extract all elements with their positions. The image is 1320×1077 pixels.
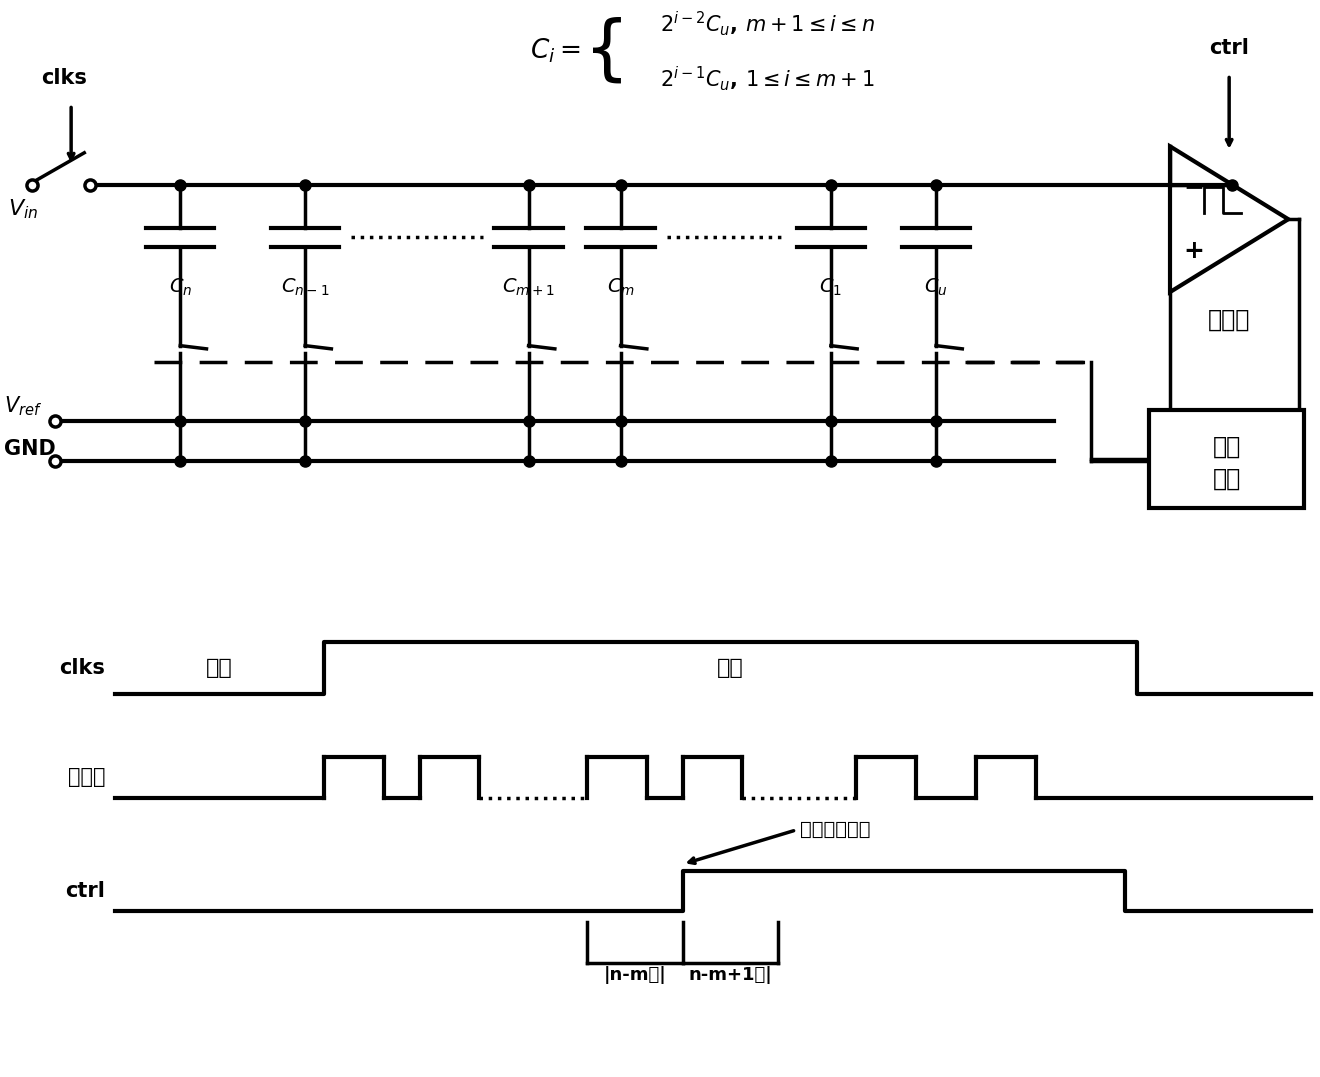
Text: $C_{m+1}$: $C_{m+1}$ xyxy=(502,277,556,298)
Text: 比较器: 比较器 xyxy=(1208,308,1250,332)
Text: 采样: 采样 xyxy=(206,658,232,679)
Text: {: { xyxy=(583,16,630,85)
Text: 逻辑: 逻辑 xyxy=(1212,467,1241,491)
Text: $C_n$: $C_n$ xyxy=(169,277,191,298)
Text: $V_{in}$: $V_{in}$ xyxy=(8,198,38,222)
Text: 控制: 控制 xyxy=(1212,434,1241,459)
Text: |n-m位|: |n-m位| xyxy=(603,966,667,984)
Text: $C_{n-1}$: $C_{n-1}$ xyxy=(281,277,329,298)
Text: $2^{i-2}C_u$, $m+1\leq i\leq n$: $2^{i-2}C_u$, $m+1\leq i\leq n$ xyxy=(660,9,875,38)
Text: 保持: 保持 xyxy=(717,658,744,679)
Text: $C_u$: $C_u$ xyxy=(924,277,948,298)
Text: $V_{ref}$: $V_{ref}$ xyxy=(4,395,42,419)
Text: 比较器: 比较器 xyxy=(67,768,106,787)
Text: ctrl: ctrl xyxy=(66,881,106,901)
Text: n-m+1位|: n-m+1位| xyxy=(689,966,772,984)
Text: +: + xyxy=(1183,239,1204,264)
Text: ctrl: ctrl xyxy=(1209,39,1249,58)
Text: $C_m$: $C_m$ xyxy=(607,277,635,298)
Text: $2^{i-1}C_u$, $1\leq i\leq m+1$: $2^{i-1}C_u$, $1\leq i\leq m+1$ xyxy=(660,65,875,94)
Text: clks: clks xyxy=(42,69,87,88)
Text: $C_1$: $C_1$ xyxy=(820,277,842,298)
Text: clks: clks xyxy=(59,658,106,679)
Text: $C_i=$: $C_i=$ xyxy=(531,37,581,66)
Text: −: − xyxy=(1183,176,1204,199)
Text: GND: GND xyxy=(4,439,55,459)
Text: 冗余比较周期: 冗余比较周期 xyxy=(800,821,871,839)
FancyBboxPatch shape xyxy=(1148,410,1304,508)
